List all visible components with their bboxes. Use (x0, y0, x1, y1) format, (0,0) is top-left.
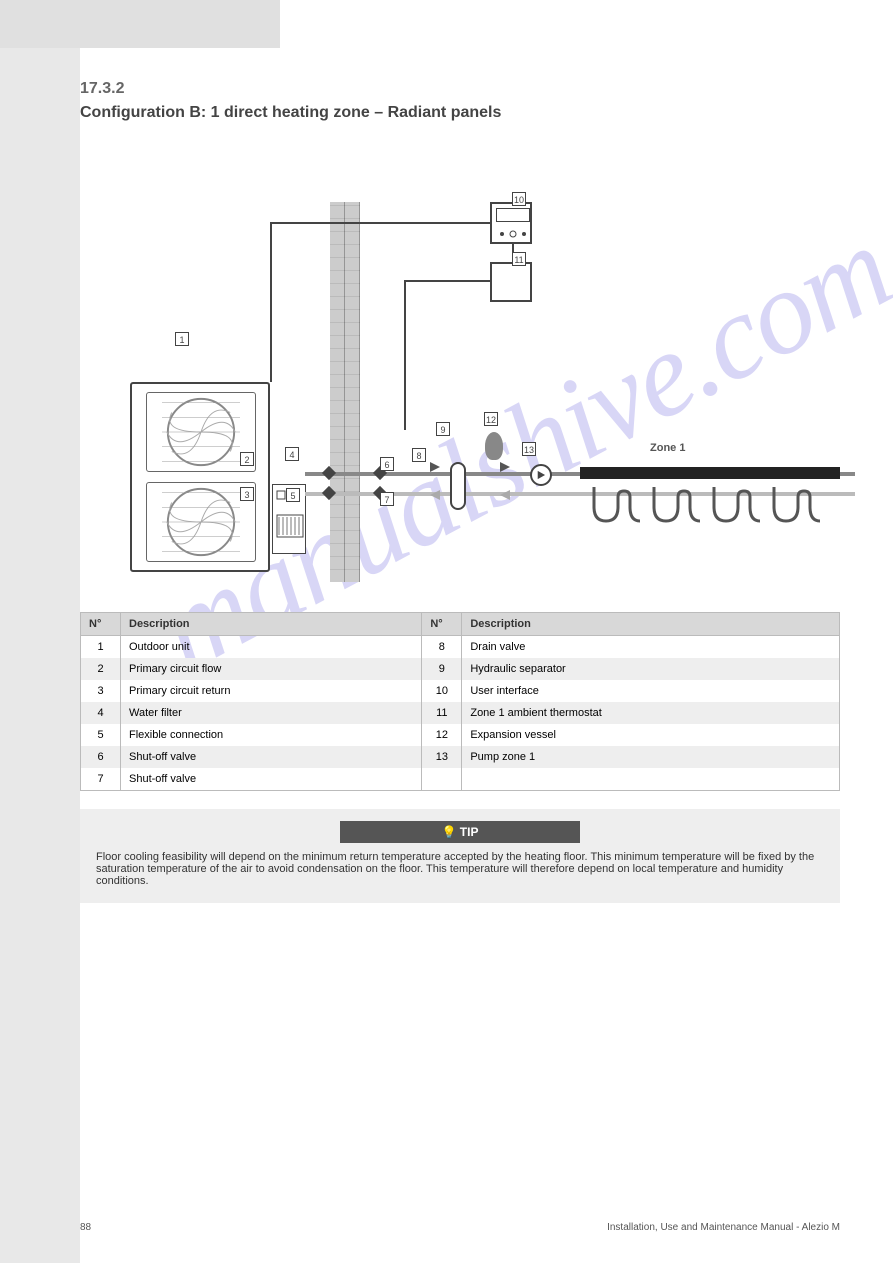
tip-box: TIP Floor cooling feasibility will depen… (80, 809, 840, 903)
col-header: Description (121, 613, 422, 636)
table-cell: Hydraulic separator (462, 658, 840, 680)
section-number: 17.3.2 (80, 80, 880, 98)
table-cell: 9 (422, 658, 462, 680)
radiant-panel (580, 467, 840, 479)
table-cell: Flexible connection (121, 724, 422, 746)
table-cell: 3 (81, 680, 121, 702)
callout-label: 8 (412, 448, 426, 462)
table-cell: Shut-off valve (121, 768, 422, 791)
wire (404, 280, 406, 430)
callout-label: 4 (285, 447, 299, 461)
outdoor-unit (130, 382, 270, 572)
table-cell: Shut-off valve (121, 746, 422, 768)
table-cell: Drain valve (462, 636, 840, 659)
col-header: Description (462, 613, 840, 636)
u-tube-icon (710, 487, 764, 527)
col-header: N° (81, 613, 121, 636)
u-tube-icon (590, 487, 644, 527)
table-cell (462, 768, 840, 791)
table-row: 7Shut-off valve (81, 768, 840, 791)
flow-arrow-icon (500, 490, 510, 500)
table-cell (422, 768, 462, 791)
table-cell: 8 (422, 636, 462, 659)
table-cell: 13 (422, 746, 462, 768)
table-cell: Water filter (121, 702, 422, 724)
callout-label: 13 (522, 442, 536, 456)
system-diagram: Zone 1 (80, 142, 840, 582)
u-tube-icon (770, 487, 824, 527)
u-tube-icon (650, 487, 704, 527)
table-cell: Primary circuit flow (121, 658, 422, 680)
table-row: 4Water filter11Zone 1 ambient thermostat (81, 702, 840, 724)
wall (330, 202, 360, 582)
callout-label: 9 (436, 422, 450, 436)
tip-header: TIP (340, 821, 580, 843)
callout-label: 6 (380, 457, 394, 471)
table-row: 6Shut-off valve13Pump zone 1 (81, 746, 840, 768)
callout-label: 5 (286, 488, 300, 502)
table-cell: 6 (81, 746, 121, 768)
table-cell: 7 (81, 768, 121, 791)
user-interface-box (490, 202, 532, 244)
table-row: 3Primary circuit return10User interface (81, 680, 840, 702)
pump-icon (530, 464, 552, 486)
content-area: 17.3.2 Configuration B: 1 direct heating… (80, 80, 880, 903)
col-header: N° (422, 613, 462, 636)
flow-arrow-icon (500, 462, 510, 472)
table-cell: Zone 1 ambient thermostat (462, 702, 840, 724)
table-cell: 12 (422, 724, 462, 746)
zone-label: Zone 1 (650, 442, 685, 454)
table-cell: Outdoor unit (121, 636, 422, 659)
callout-label: 3 (240, 487, 254, 501)
table-row: 1Outdoor unit8Drain valve (81, 636, 840, 659)
table-cell: Pump zone 1 (462, 746, 840, 768)
wire (270, 222, 490, 224)
table-cell: User interface (462, 680, 840, 702)
table-cell: 11 (422, 702, 462, 724)
table-cell: 1 (81, 636, 121, 659)
callout-label: 12 (484, 412, 498, 426)
table-cell: Primary circuit return (121, 680, 422, 702)
wire (270, 222, 272, 382)
table-cell: 4 (81, 702, 121, 724)
components-table: N° Description N° Description 1Outdoor u… (80, 612, 840, 791)
page-gutter (0, 0, 80, 1263)
section-title: Configuration B: 1 direct heating zone –… (80, 104, 880, 122)
top-tab (0, 0, 280, 48)
table-row: 5Flexible connection12Expansion vessel (81, 724, 840, 746)
thermostat-box (490, 262, 532, 302)
page-footer: 88 Installation, Use and Maintenance Man… (80, 1222, 840, 1233)
expansion-vessel (485, 432, 503, 460)
callout-label: 2 (240, 452, 254, 466)
callout-label: 10 (512, 192, 526, 206)
hydraulic-separator (450, 462, 466, 510)
table-cell: 10 (422, 680, 462, 702)
table-cell: 5 (81, 724, 121, 746)
flow-arrow-icon (430, 490, 440, 500)
table-cell: 2 (81, 658, 121, 680)
page-number: 88 (80, 1222, 91, 1233)
callout-label: 11 (512, 252, 526, 266)
tip-text: Floor cooling feasibility will depend on… (96, 851, 814, 887)
callout-label: 1 (175, 332, 189, 346)
wire (404, 280, 492, 282)
callout-label: 7 (380, 492, 394, 506)
table-header-row: N° Description N° Description (81, 613, 840, 636)
table-cell: Expansion vessel (462, 724, 840, 746)
footer-text: Installation, Use and Maintenance Manual… (607, 1222, 840, 1233)
flow-arrow-icon (430, 462, 440, 472)
table-row: 2Primary circuit flow9Hydraulic separato… (81, 658, 840, 680)
